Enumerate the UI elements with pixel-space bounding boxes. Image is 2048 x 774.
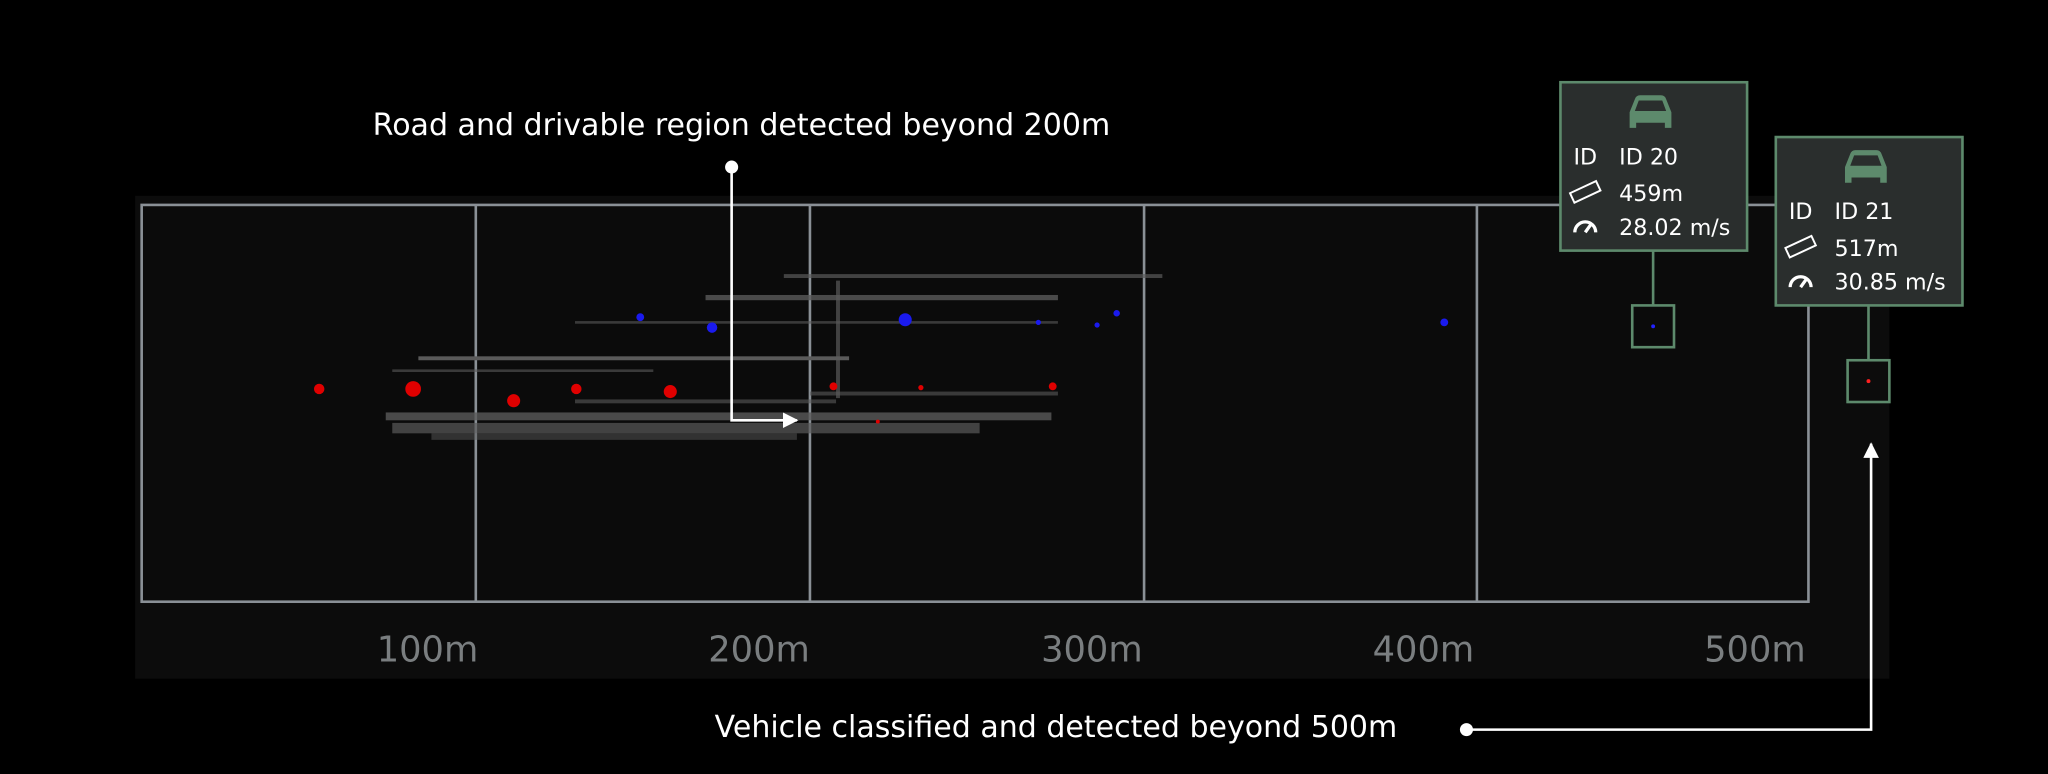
ruler-icon: [1784, 234, 1818, 259]
grid-lines: [474, 204, 1479, 602]
car-icon: [1629, 95, 1672, 128]
id-label: ID: [1574, 144, 1598, 170]
id-value: ID 21: [1835, 199, 1894, 225]
grid-box: [140, 203, 1810, 604]
speed: 30.85 m/s: [1835, 270, 1946, 296]
distance: 459m: [1619, 181, 1683, 207]
vehicle-card: ID ID 20 459m 28.02 m/s: [1559, 80, 1749, 349]
distance: 517m: [1835, 236, 1899, 262]
vehicle-card: ID ID 21 517m 30.85 m/s: [1774, 135, 1964, 404]
road-annotation: Road and drivable region detected beyond…: [373, 108, 1111, 143]
target-point: [1651, 324, 1656, 329]
speed: 28.02 m/s: [1619, 215, 1730, 241]
vehicle-points-far: [636, 309, 1449, 333]
speed-icon: [1573, 220, 1598, 234]
target-point: [1866, 379, 1871, 384]
vehicle-points-near: [313, 381, 1057, 424]
speed-icon: [1788, 275, 1813, 289]
distance-label: 200m: [708, 629, 810, 670]
distance-label: 100m: [377, 629, 479, 670]
ruler-icon: [1568, 179, 1602, 204]
vehicle-annotation: Vehicle classified and detected beyond 5…: [715, 710, 1398, 745]
distance-label: 500m: [1704, 629, 1806, 670]
id-label: ID: [1789, 199, 1813, 225]
callout-line: [1466, 442, 1879, 731]
point-cloud: [385, 274, 1163, 440]
distance-label: 300m: [1041, 629, 1143, 670]
distance-labels: 100m 200m 300m 400m 500m: [377, 629, 1806, 670]
id-value: ID 20: [1619, 144, 1678, 170]
target-box: [1630, 304, 1676, 349]
car-icon: [1844, 150, 1887, 183]
distance-label: 400m: [1373, 629, 1475, 670]
callout-line: [730, 167, 799, 429]
target-box: [1846, 358, 1891, 404]
